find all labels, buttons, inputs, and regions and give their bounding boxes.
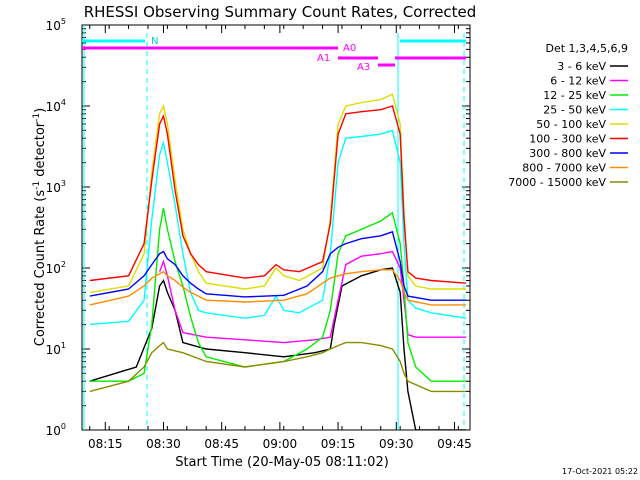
series-line-0: [89, 267, 467, 430]
series-line-6: [89, 230, 467, 301]
y-axis-label-exp-1: -1: [32, 181, 42, 190]
y-tick-label-base: 10: [46, 19, 61, 33]
legend-label: 50 - 100 keV: [536, 118, 606, 131]
x-tick-label: 09:30: [379, 437, 414, 451]
y-tick-label-exp: 3: [61, 179, 66, 188]
x-tick-label: 08:30: [146, 437, 181, 451]
y-tick-label: 104: [46, 98, 66, 114]
attenuator-a1-label: A1: [317, 53, 330, 64]
x-tick-label: 08:45: [204, 437, 239, 451]
y-tick-label: 103: [46, 179, 66, 195]
legend-label: 6 - 12 keV: [550, 75, 606, 88]
y-tick-label: 100: [46, 422, 66, 438]
attenuator-a0-label: A0: [343, 43, 356, 54]
y-tick-label-base: 10: [46, 181, 61, 195]
series-line-5: [89, 105, 467, 284]
x-axis-ticks: 08:15 08:30 08:45 09:00 09:15 09:30 09:45: [88, 25, 472, 451]
y-axis-label-end: ): [33, 108, 48, 113]
night-label: N: [151, 36, 158, 47]
y-tick-label: 102: [46, 260, 66, 276]
y-axis-label-exp-2: -1: [32, 113, 42, 122]
x-axis-label: Start Time (20-May-05 08:11:02): [175, 455, 389, 470]
legend-label: 7000 - 15000 keV: [508, 176, 606, 189]
y-tick-label-exp: 2: [61, 260, 66, 269]
legend-label: 12 - 25 keV: [543, 89, 606, 102]
legend-label: 300 - 800 keV: [529, 147, 606, 160]
chart-title: RHESSI Observing Summary Count Rates, Co…: [84, 3, 477, 21]
series-line-2: [89, 207, 467, 382]
legend-label: 800 - 7000 keV: [522, 162, 606, 175]
plot-area: [81, 24, 471, 431]
legend-label: 100 - 300 keV: [529, 133, 606, 146]
x-tick-label: 09:15: [321, 437, 356, 451]
x-tick-label: 08:15: [88, 437, 123, 451]
y-tick-label-base: 10: [46, 262, 61, 276]
x-tick-label: 09:45: [437, 437, 472, 451]
series-line-7: [89, 269, 467, 306]
attenuator-bars: A0 A1 A3: [82, 43, 466, 73]
series-line-3: [89, 129, 467, 326]
y-tick-label: 101: [46, 341, 66, 357]
y-axis-label-mid: detector: [33, 121, 48, 181]
y-tick-label: 105: [46, 17, 66, 33]
y-tick-label-exp: 1: [61, 341, 66, 350]
date-stamp: 17-Oct-2021 05:22: [562, 467, 638, 476]
night-markers: N: [82, 25, 466, 430]
series-line-8: [89, 341, 467, 393]
y-axis-label: Corrected Count Rate (s-1 detector-1): [32, 108, 48, 346]
y-tick-label-exp: 0: [61, 422, 66, 431]
y-tick-label-base: 10: [46, 424, 61, 438]
legend-label: 25 - 50 keV: [543, 104, 606, 117]
y-axis-label-main: Corrected Count Rate (s: [33, 190, 48, 347]
x-tick-label: 09:00: [263, 437, 298, 451]
attenuator-a3-label: A3: [357, 62, 370, 73]
series-lines: [89, 93, 467, 430]
y-tick-label-exp: 4: [61, 98, 66, 107]
legend-title: Det 1,3,4,5,6,9: [545, 42, 628, 55]
y-tick-label-base: 10: [46, 343, 61, 357]
y-tick-label-exp: 5: [61, 17, 66, 26]
y-tick-label-base: 10: [46, 100, 61, 114]
legend-label: 3 - 6 keV: [557, 60, 606, 73]
